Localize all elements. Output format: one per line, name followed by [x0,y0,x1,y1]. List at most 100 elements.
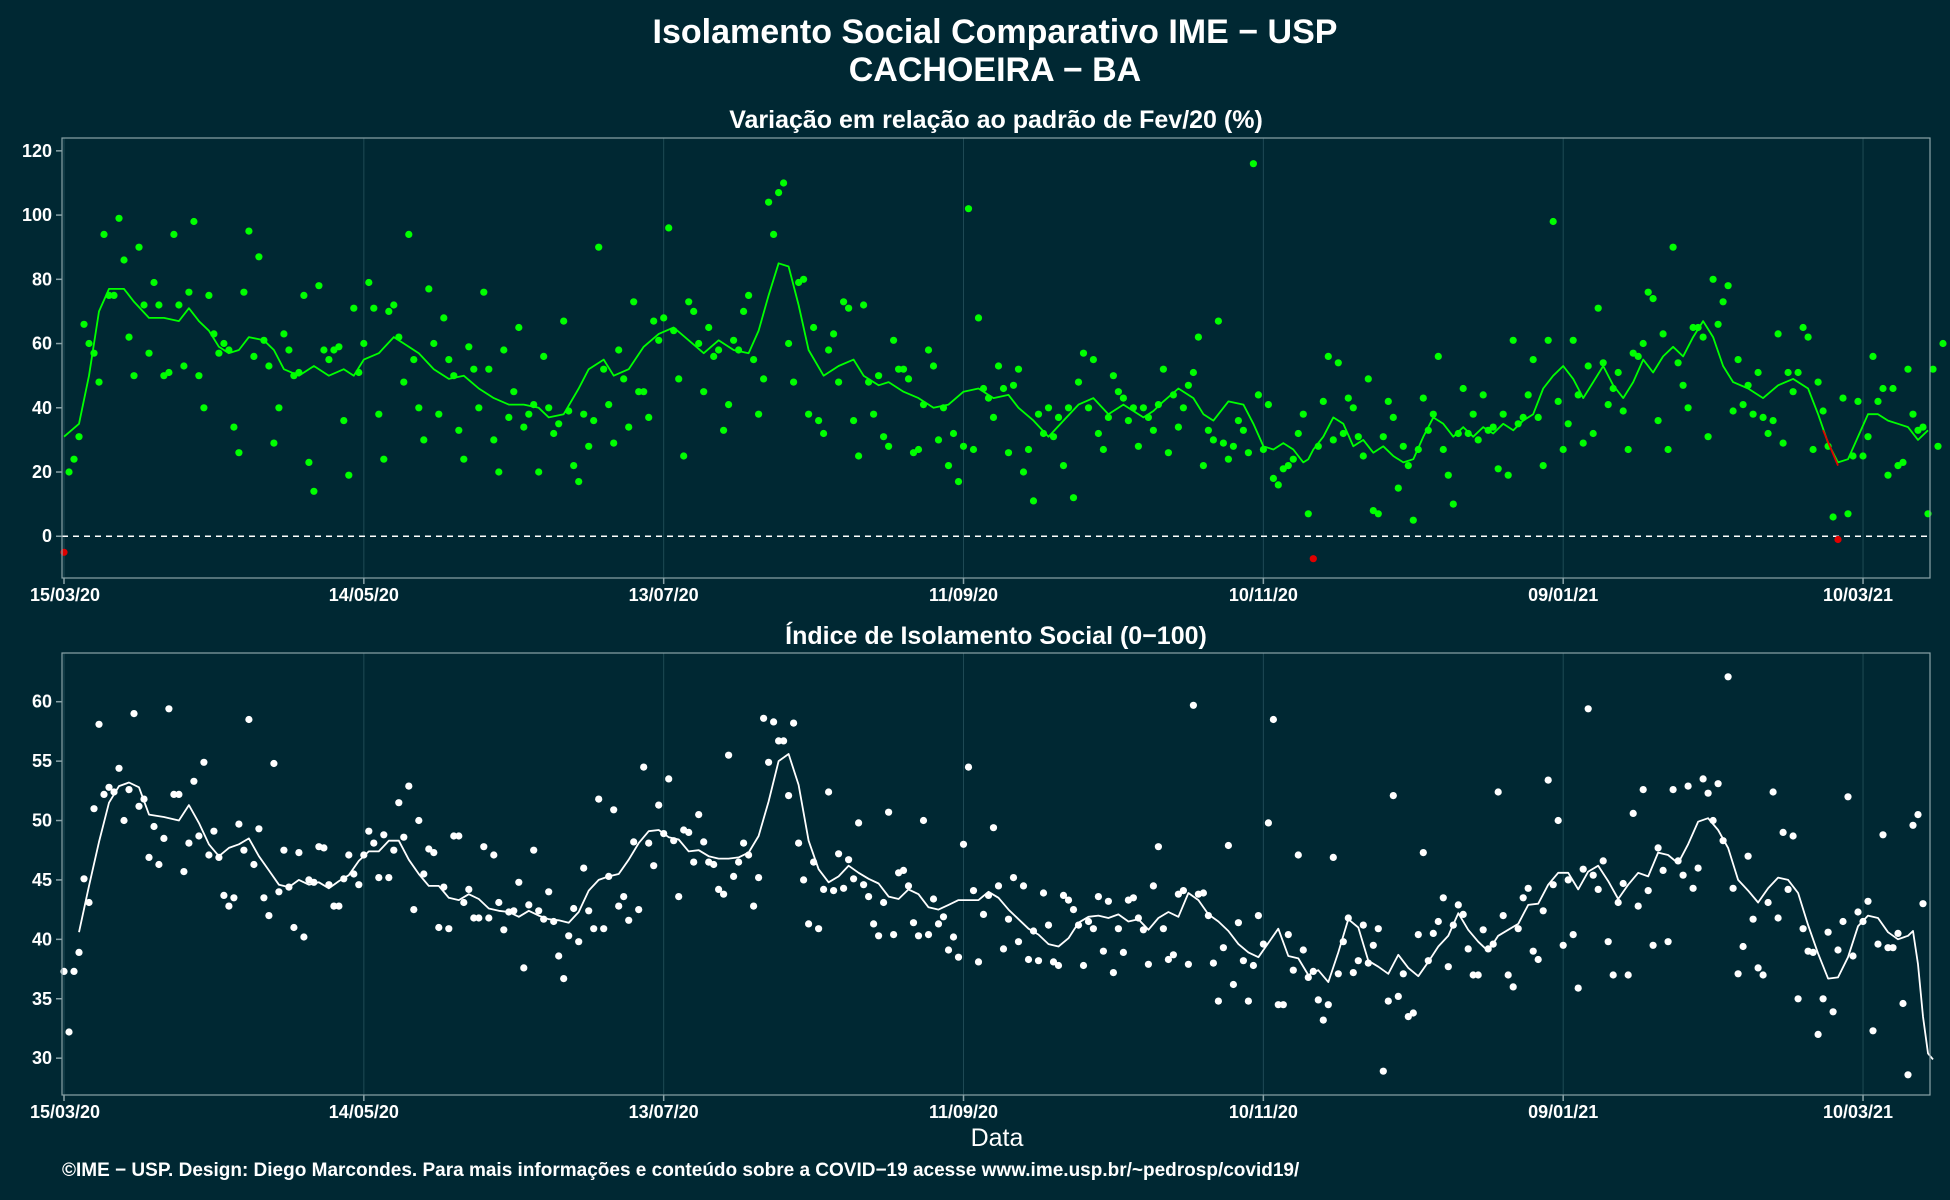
index-point [1584,705,1592,713]
variation-point [240,288,248,296]
variation-point [1904,365,1912,373]
variation-point [615,346,623,354]
index-point [650,862,658,870]
index-point [1679,871,1687,879]
variation-point [635,388,643,396]
variation-point [1524,391,1532,399]
index-point [1209,959,1217,967]
index-point [1159,925,1167,933]
index-point [1874,940,1882,948]
variation-point [350,304,358,312]
index-point [1509,983,1517,991]
variation-ytick-label: 40 [32,398,52,418]
variation-point [1179,404,1187,412]
variation-point [1804,333,1812,341]
index-point [725,751,733,759]
index-point [645,839,653,847]
index-point [1394,992,1402,1001]
variation-point [1774,330,1782,338]
variation-point [195,372,203,380]
index-point [1184,960,1192,968]
variation-point [560,317,568,325]
index-point [410,906,418,914]
variation-point [475,404,483,412]
variation-point [914,445,923,454]
index-point [1199,889,1207,897]
variation-point [1139,404,1147,412]
index-point [1464,945,1472,953]
variation-point [205,291,213,299]
index-point [1739,942,1747,951]
variation-point [1479,391,1487,399]
variation-point [1049,433,1058,441]
index-point [635,906,643,914]
variation-xtick-label: 10/11/20 [1229,585,1298,605]
variation-point [110,291,118,299]
index-point [430,849,438,857]
index-point [195,832,203,840]
variation-point [1004,449,1013,457]
variation-point [1909,410,1917,418]
variation-point [989,413,998,421]
variation-point [1889,384,1897,393]
variation-point [1729,407,1737,415]
variation-point [435,410,443,418]
variation-frame [61,137,1931,579]
index-point [875,932,883,940]
index-point [845,856,853,864]
variation-point [810,323,818,332]
index-point [1814,1030,1822,1038]
variation-point [1324,352,1332,360]
variation-ytick-label: 120 [22,141,52,161]
variation-point [765,198,773,206]
index-point [590,925,598,933]
index-point [205,851,213,859]
index-point [1104,897,1112,905]
variation-point [1449,500,1457,508]
variation-point [335,343,343,351]
variation-point [1754,368,1762,377]
index-point [1794,995,1802,1003]
variation-point [75,433,83,441]
variation-point [1024,445,1033,454]
variation-point [620,375,628,383]
variation-point [1009,381,1018,389]
index-point [280,846,288,854]
index-point [120,816,128,825]
index-point [1539,907,1547,915]
index-point [165,705,173,713]
variation-point [590,417,598,425]
variation-point [430,339,438,348]
variation-point [1834,535,1842,544]
variation-point [505,413,513,421]
variation-point [155,301,163,309]
variation-point [1859,452,1867,460]
variation-point [1264,401,1272,409]
variation-point [1124,417,1132,425]
variation-point [1589,429,1597,438]
index-point [1809,948,1817,957]
variation-point [1319,397,1327,405]
index-point [775,737,783,745]
index-point [870,920,878,928]
index-point [1214,997,1222,1005]
variation-point [490,436,498,444]
index-point [720,890,728,898]
variation-point [1739,401,1747,409]
index-point [730,872,738,881]
index-ytick-label: 30 [32,1048,52,1068]
variation-point [80,320,88,328]
index-point [1834,946,1842,954]
index-point [1699,775,1707,783]
index-point [1744,852,1752,860]
variation-point [405,230,413,238]
variation-point [270,439,278,447]
variation-point [815,417,823,425]
variation-point [1809,445,1817,454]
variation-point [805,410,813,418]
variation-point [1919,423,1927,431]
variation-point [585,442,593,450]
variation-point [1839,394,1847,402]
variation-point [235,449,243,457]
index-point [1279,1001,1287,1009]
